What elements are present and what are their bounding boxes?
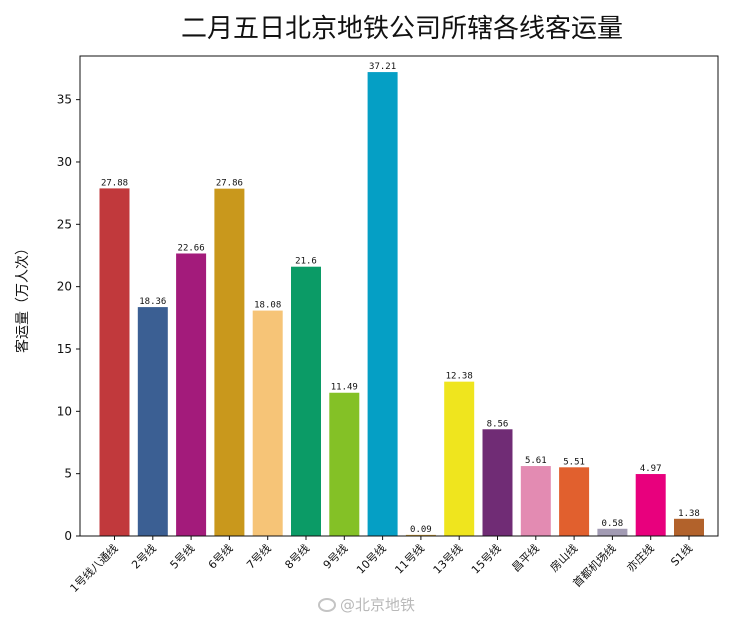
- watermark: @北京地铁: [318, 594, 415, 615]
- bar: [137, 307, 168, 536]
- bar: [520, 466, 551, 536]
- x-tick-label: 昌平线: [509, 541, 542, 574]
- bar: [635, 474, 666, 536]
- bar: [482, 429, 513, 536]
- bar: [444, 381, 475, 536]
- x-tick-label: 8号线: [282, 541, 312, 571]
- data-label: 12.38: [446, 372, 473, 382]
- bar: [291, 266, 321, 536]
- data-label: 5.51: [563, 457, 585, 467]
- y-tick-label: 5: [64, 467, 72, 481]
- bar: [176, 253, 207, 536]
- x-tick-label: S1线: [668, 541, 696, 569]
- data-label: 0.58: [602, 519, 624, 529]
- data-label: 27.88: [101, 178, 128, 188]
- bar: [559, 467, 590, 536]
- y-tick-label: 10: [57, 404, 72, 418]
- x-tick-label: 1号线八通线: [67, 541, 121, 595]
- data-label: 4.97: [640, 464, 662, 474]
- data-label: 5.61: [525, 456, 547, 466]
- y-tick-label: 0: [64, 529, 72, 543]
- x-tick-label: 9号线: [320, 541, 350, 571]
- bar: [214, 188, 245, 536]
- x-tick-label: 15号线: [468, 541, 503, 576]
- x-tick-label: 13号线: [430, 541, 465, 576]
- bar: [674, 518, 704, 536]
- y-tick-label: 15: [57, 342, 72, 356]
- bar: [597, 528, 628, 536]
- data-label: 0.09: [410, 525, 432, 535]
- y-tick-label: 20: [57, 280, 72, 294]
- bar: [405, 534, 436, 536]
- plot-area: 27.88 1号线八通线 18.36 2号线 22.66 5号线 27.86 6号线 18.08…: [57, 55, 719, 595]
- x-tick-label: 7号线: [243, 541, 273, 571]
- bar: [329, 392, 360, 536]
- watermark-text: @北京地铁: [340, 596, 416, 614]
- y-tick-label: 35: [57, 93, 72, 107]
- data-label: 21.6: [295, 257, 317, 267]
- data-label: 18.36: [139, 297, 166, 307]
- y-tick-label: 30: [57, 155, 72, 169]
- data-label: 18.08: [254, 301, 281, 311]
- x-tick-label: 房山线: [547, 541, 580, 574]
- chart-title: 二月五日北京地铁公司所辖各线客运量: [181, 14, 623, 44]
- data-label: 8.56: [487, 419, 509, 429]
- y-axis-label: 客运量（万人次）: [14, 241, 31, 353]
- data-label: 37.21: [369, 62, 396, 72]
- data-label: 22.66: [178, 243, 205, 253]
- data-label: 11.49: [331, 383, 358, 393]
- plot-frame: [79, 55, 719, 537]
- weibo-icon: [318, 598, 336, 612]
- x-tick-label: 2号线: [129, 541, 159, 571]
- y-tick-label: 25: [57, 217, 72, 231]
- x-tick-label: 10号线: [353, 541, 388, 576]
- x-tick-label: 11号线: [392, 541, 427, 576]
- data-label: 27.86: [216, 179, 243, 189]
- x-tick-label: 6号线: [205, 541, 235, 571]
- x-tick-label: 亦庄线: [624, 541, 657, 574]
- x-tick-label: 5号线: [167, 541, 197, 571]
- data-label: 1.38: [678, 509, 700, 519]
- bar: [99, 188, 130, 536]
- bar: [252, 310, 283, 536]
- bar: [367, 72, 398, 536]
